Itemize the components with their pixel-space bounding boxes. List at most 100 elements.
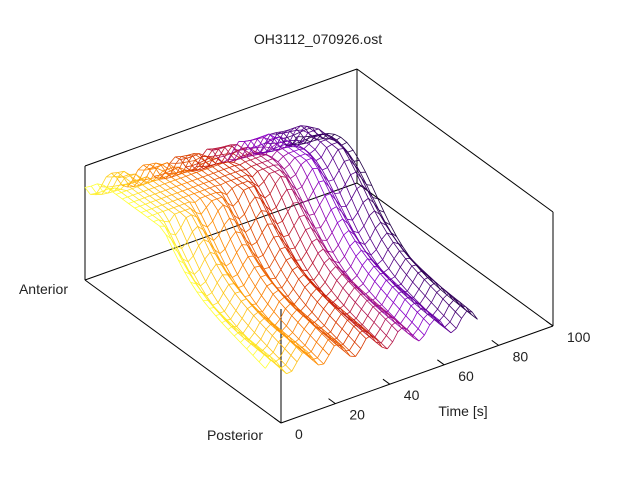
surface-pos-segment: [280, 138, 287, 146]
surface-pos-segment: [122, 176, 129, 185]
surface-pos-segment: [288, 129, 294, 136]
surface-pos-segment: [308, 213, 315, 216]
surface-pos-segment: [269, 323, 275, 326]
surface-pos-segment: [141, 176, 148, 179]
surface-pos-segment: [293, 149, 300, 152]
surface-pos-segment: [439, 323, 445, 328]
surface-pos-segment: [354, 165, 361, 173]
surface-pos-segment: [365, 334, 372, 340]
surface-pos-segment: [260, 154, 267, 157]
surface-pos-segment: [273, 301, 280, 312]
surface-pos-segment: [360, 243, 367, 253]
surface-pos-segment: [196, 156, 203, 167]
surface-pos-segment: [197, 166, 203, 171]
surface-pos-segment: [287, 332, 293, 338]
surface-pos-segment: [384, 221, 391, 226]
surface-pos-segment: [112, 176, 120, 187]
surface-pos-segment: [208, 179, 215, 182]
surface-pos-segment: [326, 232, 333, 241]
surface-pos-segment: [182, 258, 189, 263]
x-tick-label: 0: [295, 426, 303, 442]
surface-pos-segment: [128, 174, 135, 183]
surface-pos-segment: [315, 227, 321, 229]
x-tick-label: 20: [349, 407, 365, 423]
surface-pos-segment: [379, 214, 386, 223]
surface-pos-segment: [153, 219, 159, 222]
surface-pos-segment: [185, 166, 192, 172]
surface-pos-segment: [276, 148, 283, 152]
surface-pos-segment: [271, 218, 278, 225]
surface-pos-segment: [411, 312, 418, 323]
surface-pos-segment: [112, 172, 118, 178]
surface-pos-segment: [284, 140, 291, 148]
surface-pos-segment: [275, 132, 282, 140]
surface-pos-segment: [310, 227, 317, 234]
surface-pos-segment: [244, 335, 251, 344]
surface-pos-segment: [259, 265, 266, 273]
surface-pos-segment: [351, 320, 358, 327]
surface-pos-segment: [358, 225, 365, 234]
surface-pos-segment: [189, 201, 195, 203]
surface-pos-segment: [165, 187, 172, 191]
surface-pos-segment: [159, 183, 165, 187]
surface-mesh: [84, 125, 478, 375]
surface-pos-segment: [424, 324, 431, 336]
surface-pos-segment: [134, 181, 141, 186]
surface-pos-segment: [250, 218, 257, 229]
surface-pos-segment: [232, 200, 239, 207]
surface-pos-segment: [222, 159, 229, 164]
surface-pos-segment: [281, 333, 288, 339]
surface-pos-segment: [369, 281, 376, 292]
surface-pos-segment: [176, 246, 182, 249]
surface-pos-segment: [211, 198, 218, 202]
surface-pos-segment: [318, 180, 325, 183]
surface-pos-segment: [237, 332, 244, 334]
surface-pos-segment: [325, 331, 331, 336]
surface-pos-segment: [238, 213, 245, 220]
surface-pos-segment: [280, 175, 287, 178]
surface-pos-segment: [233, 141, 240, 151]
surface-pos-segment: [297, 266, 304, 272]
surface-pos-segment: [280, 367, 287, 374]
surface-pos-segment: [317, 308, 324, 320]
surface-pos-segment: [261, 223, 268, 233]
surface-pos-segment: [308, 278, 314, 281]
surface-pos-segment: [234, 291, 241, 294]
surface-pos-segment: [235, 231, 242, 234]
surface-pos-segment: [319, 195, 326, 206]
surface-pos-segment: [251, 164, 257, 167]
surface-pos-segment: [285, 247, 291, 254]
surface-pos-segment: [310, 341, 317, 352]
surface-pos-segment: [177, 171, 184, 176]
surface-pos-segment: [332, 304, 339, 310]
surface-pos-segment: [296, 186, 303, 191]
surface-pos-segment: [226, 146, 233, 155]
surface-pos-segment: [368, 266, 375, 274]
surface-pos-segment: [162, 202, 168, 206]
surface-pos-segment: [234, 220, 241, 229]
surface-pos-segment: [215, 162, 222, 165]
surface-pos-segment: [261, 210, 267, 212]
surface-pos-segment: [228, 207, 235, 216]
surface-pos-segment: [335, 313, 342, 323]
surface-pos-segment: [230, 144, 237, 152]
surface-pos-segment: [264, 139, 271, 148]
surface-pos-segment: [318, 363, 324, 366]
surface-pos-segment: [128, 201, 134, 204]
surface-pos-segment: [227, 149, 234, 160]
surface-pos-segment: [421, 306, 428, 315]
surface-pos-segment: [387, 242, 394, 250]
surface-pos-segment: [238, 285, 244, 288]
surface-pos-segment: [320, 292, 327, 297]
surface-pos-segment: [152, 212, 158, 216]
surface-pos-segment: [375, 222, 381, 229]
surface-pos-segment: [239, 290, 246, 297]
surface-pos-segment: [363, 215, 370, 227]
surface-pos-segment: [242, 148, 249, 156]
surface-pos-segment: [290, 253, 297, 261]
surface-pos-segment: [341, 211, 348, 220]
surface-pos-segment: [243, 276, 250, 286]
surface-pos-segment: [255, 155, 262, 159]
surface-pos-segment: [322, 243, 329, 252]
surface-pos-segment: [408, 297, 414, 299]
